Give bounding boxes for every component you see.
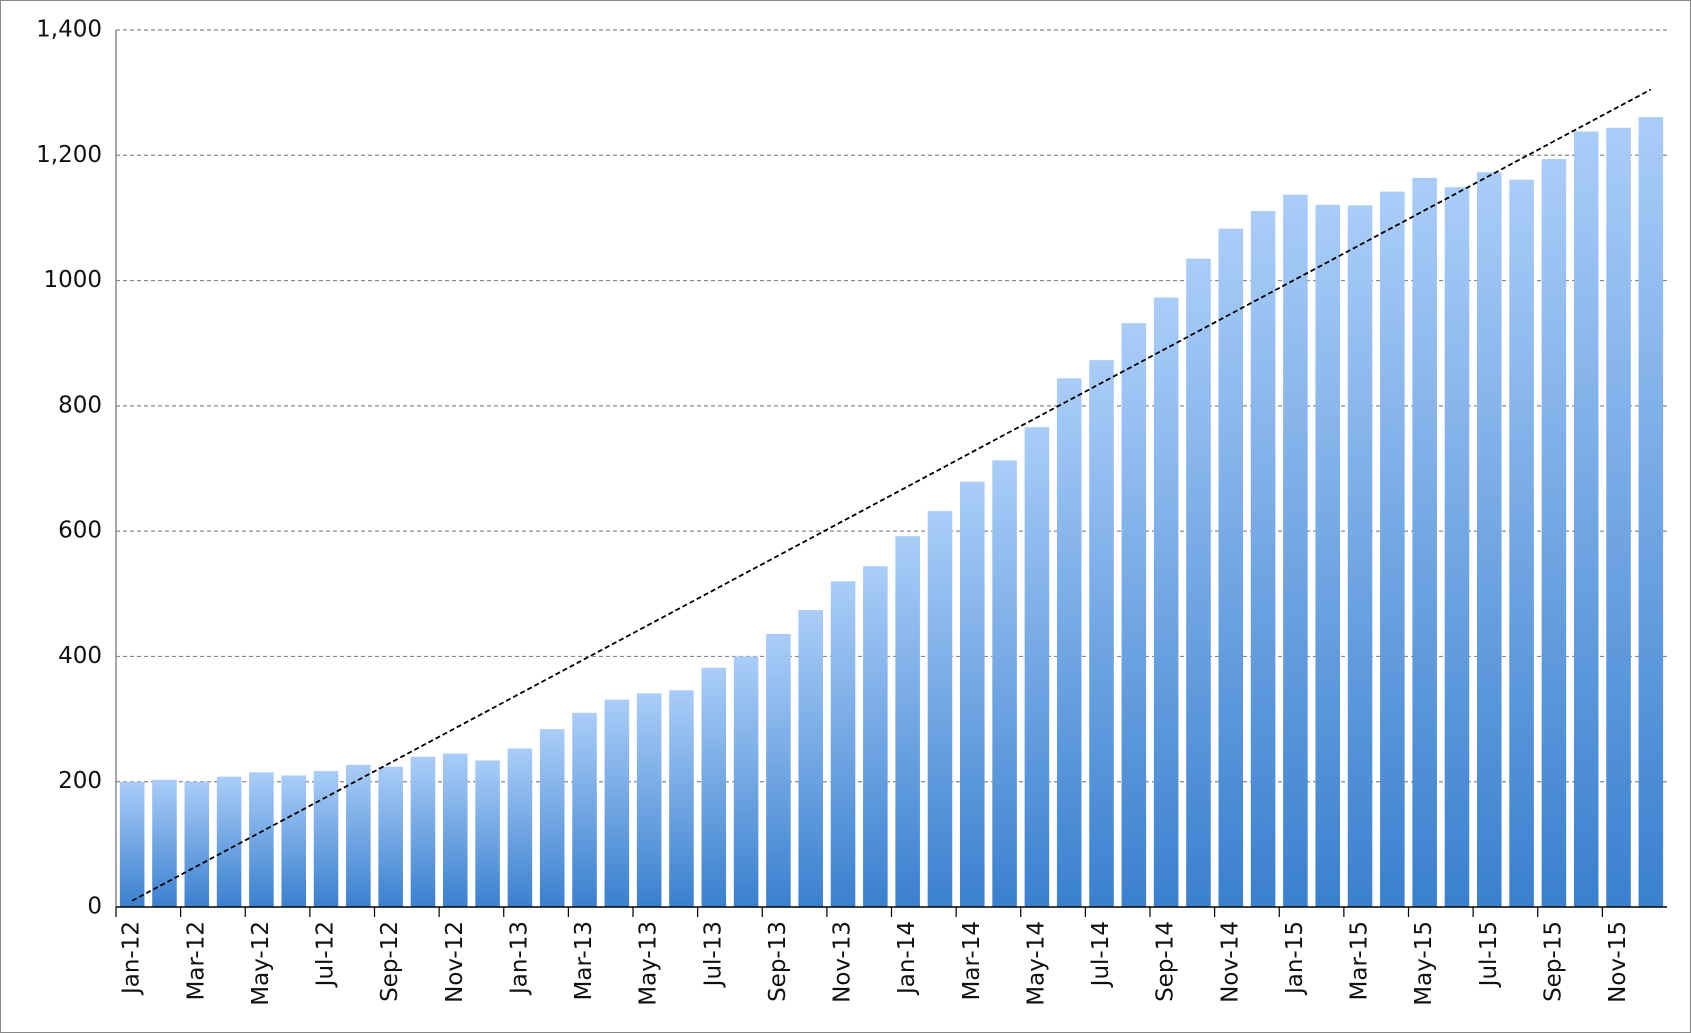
bar <box>119 781 145 907</box>
x-tick-label: Mar-12 <box>183 921 209 1001</box>
bar <box>895 536 920 907</box>
bar <box>1218 228 1244 907</box>
x-tick-label: May-13 <box>636 921 662 1006</box>
bar <box>1250 211 1276 908</box>
bar <box>249 772 274 907</box>
bar <box>960 481 985 907</box>
x-tick-label: Jan-15 <box>1282 921 1308 996</box>
x-tick-label: Sep-13 <box>765 921 791 1002</box>
bar <box>1380 191 1405 907</box>
x-tick-label: Mar-14 <box>959 921 985 1001</box>
x-tick-label: Sep-14 <box>1153 921 1179 1002</box>
bar <box>346 764 371 907</box>
x-tick-label: May-15 <box>1411 921 1437 1006</box>
bar <box>992 460 1017 907</box>
x-tick-label: Mar-15 <box>1347 921 1373 1001</box>
bar <box>475 760 500 907</box>
bar <box>152 779 177 907</box>
bar <box>733 656 759 907</box>
x-tick-label: Nov-15 <box>1605 921 1631 1003</box>
trendline <box>131 88 1652 902</box>
bar <box>604 699 630 907</box>
bar <box>1121 323 1147 907</box>
bar <box>1283 194 1308 907</box>
bar <box>1412 177 1437 907</box>
y-tick-label: 1000 <box>43 267 102 293</box>
x-tick-label: May-14 <box>1023 921 1049 1006</box>
y-tick-label: 800 <box>58 392 102 418</box>
bar <box>798 610 823 907</box>
bar <box>1153 297 1179 907</box>
x-tick-label: Mar-13 <box>571 921 597 1001</box>
bar <box>539 729 565 907</box>
bar <box>216 776 242 907</box>
bar <box>1347 205 1373 907</box>
bar <box>572 712 597 907</box>
bar <box>1024 427 1050 907</box>
bar <box>636 693 662 907</box>
bar <box>701 667 727 907</box>
x-tick-label: Jul-15 <box>1476 921 1502 988</box>
bar <box>1444 187 1470 907</box>
bar <box>927 511 953 907</box>
bar <box>766 633 791 907</box>
x-tick-label: Jan-13 <box>506 921 532 996</box>
x-tick-label: Jul-12 <box>313 921 339 988</box>
bar <box>830 581 856 907</box>
bar <box>1509 179 1534 907</box>
bar <box>1638 117 1664 908</box>
x-tick-label: Nov-14 <box>1217 921 1243 1003</box>
bar <box>1186 258 1211 907</box>
bar <box>1541 159 1567 907</box>
y-tick-label: 600 <box>58 518 102 544</box>
bar <box>863 566 888 907</box>
x-tick-label: Sep-12 <box>377 921 403 1002</box>
y-tick-label: 1,400 <box>36 17 102 43</box>
x-tick-label: Nov-12 <box>442 921 468 1003</box>
bar <box>1056 378 1082 907</box>
bar <box>669 690 694 907</box>
y-tick-label: 0 <box>87 894 102 920</box>
y-tick-label: 200 <box>58 768 102 794</box>
bar <box>184 781 210 907</box>
x-tick-label: Jan-12 <box>119 921 145 996</box>
bar <box>507 748 533 907</box>
bar <box>443 753 468 907</box>
bar <box>313 771 339 907</box>
bar <box>281 775 306 907</box>
y-tick-label: 400 <box>58 643 102 669</box>
bar <box>1573 131 1599 907</box>
x-tick-label: Jul-14 <box>1088 921 1114 988</box>
x-tick-label: Jan-14 <box>894 921 920 996</box>
x-tick-label: Sep-15 <box>1540 921 1566 1002</box>
bar <box>1315 204 1340 908</box>
y-tick-label: 1,200 <box>36 142 102 168</box>
x-tick-label: Jul-13 <box>700 921 726 988</box>
x-tick-label: May-12 <box>248 921 274 1006</box>
bar <box>378 766 403 907</box>
bar <box>1089 360 1114 907</box>
bar <box>1606 127 1631 908</box>
bar <box>1477 172 1502 907</box>
bar <box>410 756 436 907</box>
x-tick-label: Nov-13 <box>830 921 856 1003</box>
